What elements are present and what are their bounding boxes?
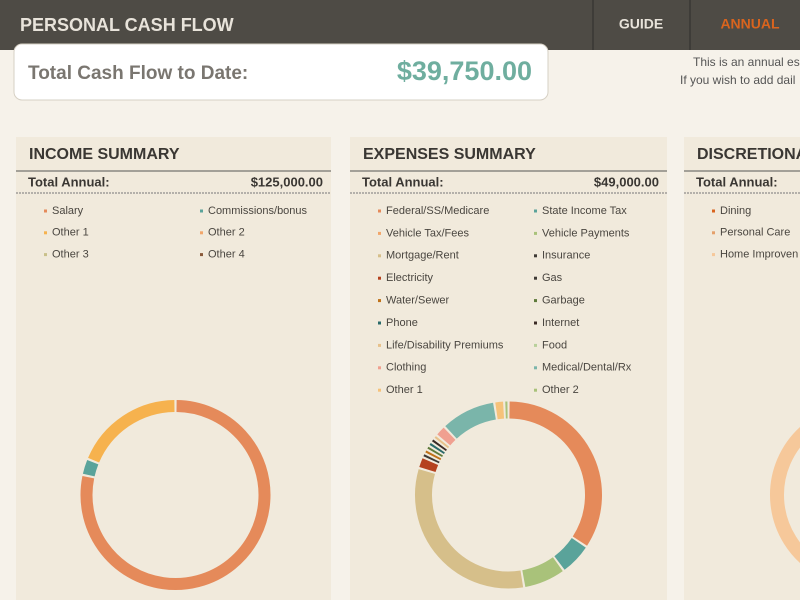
donut-segment [509,401,602,546]
legend-label: Phone [386,317,418,329]
legend-swatch [712,253,715,257]
legend-swatch [534,231,537,235]
legend-swatch [378,231,381,235]
legend-label: Insurance [542,250,590,262]
legend-label: Commissions/bonus [208,205,308,217]
legend-label: Other 1 [386,384,423,396]
legend-swatch [44,231,47,235]
legend-swatch [200,209,203,213]
legend-swatch [44,253,47,257]
legend-label: Other 2 [542,384,579,396]
donut-segment [80,400,271,590]
app-title: PERSONAL CASH FLOW [20,15,234,35]
legend-label: Clothing [386,362,426,374]
legend-swatch [378,209,381,213]
legend-swatch [44,209,47,213]
summary-card [13,43,549,101]
summary-label: Total Cash Flow to Date: [28,63,248,84]
donut-segment [415,469,524,589]
legend-swatch [534,388,537,392]
legend-label: Personal Care [720,227,790,239]
legend-label: Medical/Dental/Rx [542,362,632,374]
donut-segment [431,439,447,452]
legend-label: State Income Tax [542,205,627,217]
note: If you wish to add dail [680,73,795,87]
legend-label: Food [542,339,567,351]
legend-swatch [534,254,537,258]
panel-title: INCOME SUMMARY [29,146,180,163]
legend-label: Federal/SS/Medicare [386,205,489,217]
legend-label: Electricity [386,272,434,284]
legend-swatch [378,299,381,303]
legend-label: Garbage [542,295,585,307]
legend-label: Life/Disability Premiums [386,339,504,351]
legend-swatch [712,231,715,235]
panel [16,137,331,600]
donut-segment [427,446,444,458]
header-bar [0,0,800,50]
legend-label: Vehicle Payments [542,227,630,239]
donut-segment [88,400,175,463]
legend-label: Other 1 [52,227,89,239]
legend-swatch [378,321,381,325]
legend-swatch [378,388,381,392]
legend-swatch [534,276,537,280]
legend-label: Other 4 [208,249,245,261]
total-label: Total Annual: [362,174,444,189]
summary-value: $39,750.00 [397,56,532,86]
donut-segment [495,401,505,420]
legend-swatch [534,209,537,213]
legend-swatch [378,343,381,347]
total-label: Total Annual: [696,174,778,189]
donut-segment [521,557,563,587]
panel [350,137,667,600]
legend-swatch [378,254,381,258]
donut-segment [554,537,586,570]
tab[interactable]: GUIDE [619,16,663,32]
legend-swatch [534,321,537,325]
legend-swatch [378,366,381,370]
legend-swatch [712,209,715,213]
donut-segment [419,458,439,473]
legend-swatch [200,253,203,257]
donut-segment [770,427,800,563]
donut-segment [434,436,450,449]
total-label: Total Annual: [28,174,110,189]
panel-title: DISCRETIONA [697,146,800,163]
note: This is an annual es [693,55,800,69]
legend-label: Water/Sewer [386,295,450,307]
legend-label: Other 2 [208,227,245,239]
legend-label: Vehicle Tax/Fees [386,227,469,239]
legend-label: Dining [720,205,751,217]
legend-label: Other 3 [52,249,89,261]
legend-label: Mortgage/Rent [386,250,459,262]
donut-segment [423,454,440,464]
legend-swatch [534,299,537,303]
donut-segment [425,450,442,461]
total-value: $125,000.00 [251,174,323,189]
legend-label: Gas [542,272,563,284]
donut-segment [429,443,445,454]
legend-label: Home Improven [720,249,798,261]
tab[interactable]: ANNUAL [720,16,780,32]
donut-segment [445,402,497,439]
donut-segment [82,459,99,477]
legend-label: Internet [542,317,579,329]
panel-title: EXPENSES SUMMARY [363,146,536,163]
legend-swatch [534,366,537,370]
legend-swatch [200,231,203,235]
donut-segment [437,427,456,446]
legend-label: Salary [52,205,84,217]
total-value: $49,000.00 [594,174,659,189]
legend-swatch [534,343,537,347]
legend-swatch [378,276,381,280]
